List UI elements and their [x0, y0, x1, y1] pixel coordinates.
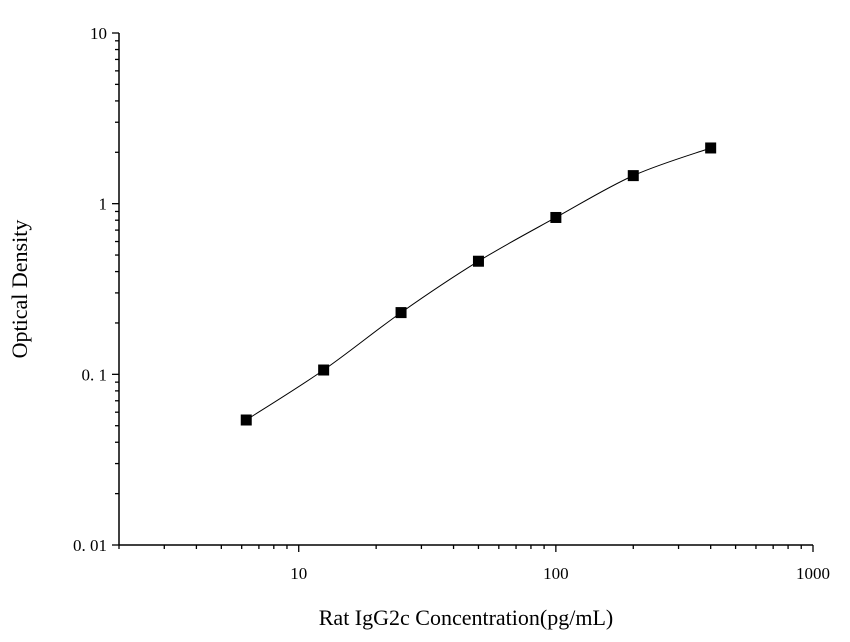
- x-axis-label: Rat IgG2c Concentration(pg/mL): [319, 605, 613, 630]
- y-tick-label: 10: [90, 24, 107, 43]
- data-point-marker: [627, 170, 639, 182]
- ticks: [112, 32, 814, 552]
- y-tick-label: 0. 1: [82, 365, 108, 384]
- fit-curve: [245, 147, 711, 421]
- data-points: [240, 142, 717, 426]
- y-tick-label: 1: [99, 195, 108, 214]
- data-point-marker: [395, 307, 407, 319]
- x-tick-label: 100: [543, 564, 569, 583]
- axes: [118, 33, 813, 546]
- data-point-marker: [705, 142, 717, 154]
- tick-labels: 10 100 1000 0. 01 0. 1 1 10: [73, 24, 830, 583]
- data-point-marker: [472, 255, 484, 267]
- data-point-marker: [550, 211, 562, 223]
- x-tick-label: 10: [290, 564, 307, 583]
- data-point-marker: [240, 414, 252, 426]
- y-axis-label: Optical Density: [7, 220, 32, 359]
- x-tick-label: 1000: [796, 564, 830, 583]
- data-point-marker: [318, 364, 330, 376]
- y-tick-label: 0. 01: [73, 536, 107, 555]
